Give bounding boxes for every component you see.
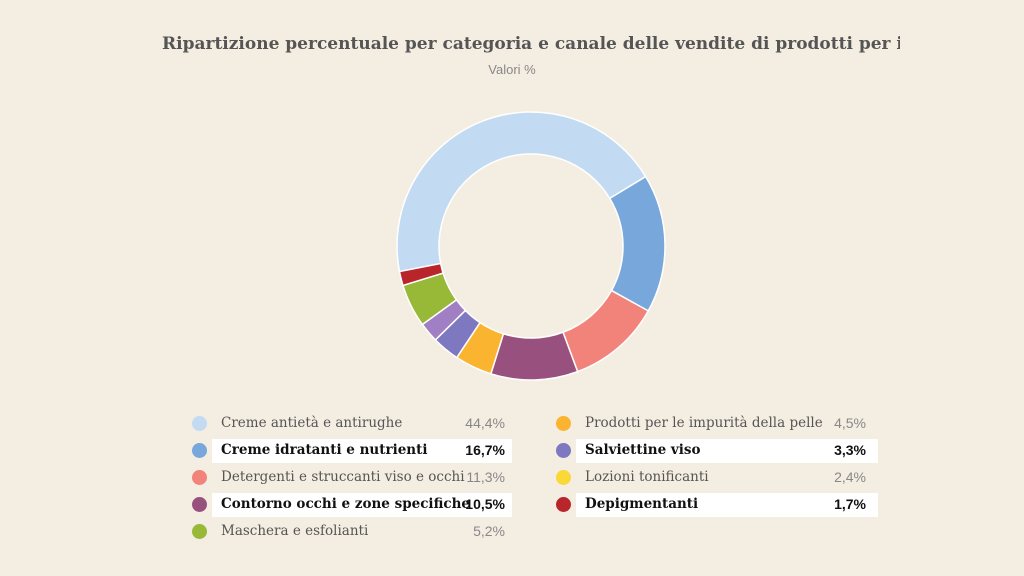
legend-item: Salviettine viso 3,3%	[556, 439, 878, 463]
donut-slice-9	[398, 262, 445, 287]
chart-subtitle: Valori %	[488, 62, 536, 77]
legend-value: 5,2%	[473, 523, 505, 539]
legend-value: 3,3%	[834, 442, 866, 458]
legend-swatch	[192, 416, 207, 431]
legend-highlight	[212, 493, 512, 517]
legend-swatch	[556, 443, 571, 458]
legend-item: Detergenti e struccanti viso e occhi 11,3…	[192, 466, 512, 490]
legend-item: Lozioni tonificanti 2,4%	[556, 466, 878, 490]
legend-value: 16,7%	[465, 442, 505, 458]
legend-label: Prodotti per le impurità della pelle	[585, 415, 823, 431]
donut-slice-4	[489, 331, 579, 381]
chart-title: Ripartizione percentuale per categoria e…	[162, 34, 900, 54]
legend-swatch	[192, 497, 207, 512]
legend-highlight	[576, 493, 878, 517]
donut-slice-2	[608, 175, 666, 312]
legend-label: Contorno occhi e zone specifiche	[221, 496, 471, 512]
legend-value: 44,4%	[465, 415, 505, 431]
legend-value: 10,5%	[465, 496, 505, 512]
legend-value: 1,7%	[834, 496, 866, 512]
legend-swatch	[556, 416, 571, 431]
legend-item: Maschera e esfolianti 5,2%	[192, 520, 512, 544]
legend-item: Contorno occhi e zone specifiche 10,5%	[192, 493, 512, 517]
legend-value: 2,4%	[834, 469, 866, 485]
legend-swatch	[556, 470, 571, 485]
legend-swatch	[192, 524, 207, 539]
legend-label: Creme antietà e antirughe	[221, 415, 403, 431]
legend-item: Creme antietà e antirughe 44,4%	[192, 412, 512, 436]
legend-item: Prodotti per le impurità della pelle 4,5%	[556, 412, 878, 436]
legend-value: 4,5%	[834, 415, 866, 431]
donut-slice-1	[396, 111, 647, 273]
legend-label: Detergenti e struccanti viso e occhi	[221, 469, 465, 485]
legend-highlight	[212, 439, 512, 463]
legend-label: Salviettine viso	[585, 442, 701, 458]
legend-label: Creme idratanti e nutrienti	[221, 442, 428, 458]
legend-label: Maschera e esfolianti	[221, 523, 369, 539]
legend-swatch	[556, 497, 571, 512]
legend-label: Lozioni tonificanti	[585, 469, 709, 485]
legend-highlight	[576, 439, 878, 463]
legend-item: Depigmentanti 1,7%	[556, 493, 878, 517]
legend-swatch	[192, 470, 207, 485]
legend-value: 11,3%	[466, 469, 505, 485]
legend-swatch	[192, 443, 207, 458]
legend-item: Creme idratanti e nutrienti 16,7%	[192, 439, 512, 463]
legend-label: Depigmentanti	[585, 496, 699, 512]
